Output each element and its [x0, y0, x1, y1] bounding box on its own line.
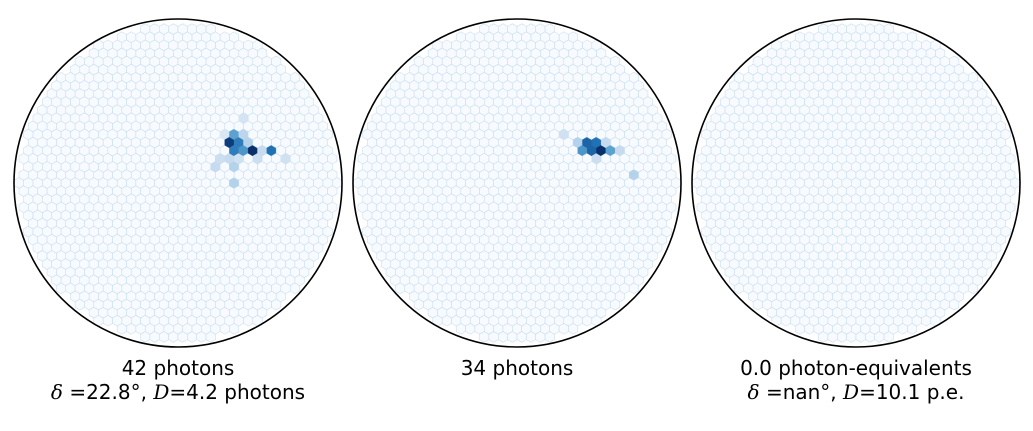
panel-2-caption: 34 photons: [347, 356, 687, 380]
pixel-grid: [14, 23, 342, 343]
delta-symbol: δ: [50, 380, 63, 404]
panel-3-caption: 0.0 photon-equivalents δ =nan°, D=10.1 p…: [686, 356, 1026, 404]
camera-pixel: [666, 201, 677, 214]
panel-2-photon-count: 34 photons: [460, 356, 574, 380]
camera-pixel: [1000, 225, 1011, 238]
panel-1-stats: δ =22.8°, D=4.2 photons: [8, 380, 348, 404]
camera-pixel: [322, 225, 333, 238]
panel-3-stats: δ =nan°, D=10.1 p.e.: [686, 380, 1026, 404]
pixel-grid: [692, 23, 1020, 343]
camera-panel-3: [691, 18, 1021, 348]
panel-1-photon-count: 42 photons: [121, 356, 235, 380]
camera-outline: [13, 18, 343, 348]
d-value: =10.1 p.e.: [859, 380, 965, 404]
camera-pixel: [1000, 128, 1011, 141]
delta-symbol: δ: [747, 380, 760, 404]
pixel-grid: [353, 23, 681, 343]
panel-3-photon-count: 0.0 photon-equivalents: [740, 356, 972, 380]
d-symbol: D: [843, 380, 860, 404]
camera-pixel: [327, 152, 338, 165]
camera-pixel: [327, 201, 338, 214]
camera-pixel: [666, 152, 677, 165]
panel-1-caption: 42 photons δ =22.8°, D=4.2 photons: [8, 356, 348, 404]
d-value: =4.2 photons: [169, 380, 306, 404]
camera-panel-2: [352, 18, 682, 348]
camera-panel-1: [13, 18, 343, 348]
camera-pixel: [322, 128, 333, 141]
camera-pixel: [671, 177, 681, 189]
camera-pixel: [1005, 201, 1016, 214]
camera-pixel: [1005, 152, 1016, 165]
camera-pixel: [661, 128, 672, 141]
delta-value: =22.8°,: [69, 380, 147, 404]
camera-pixel: [1010, 177, 1020, 189]
camera-pixel: [661, 225, 672, 238]
delta-value: =nan°,: [765, 380, 837, 404]
d-symbol: D: [153, 380, 170, 404]
camera-pixel: [332, 177, 342, 189]
